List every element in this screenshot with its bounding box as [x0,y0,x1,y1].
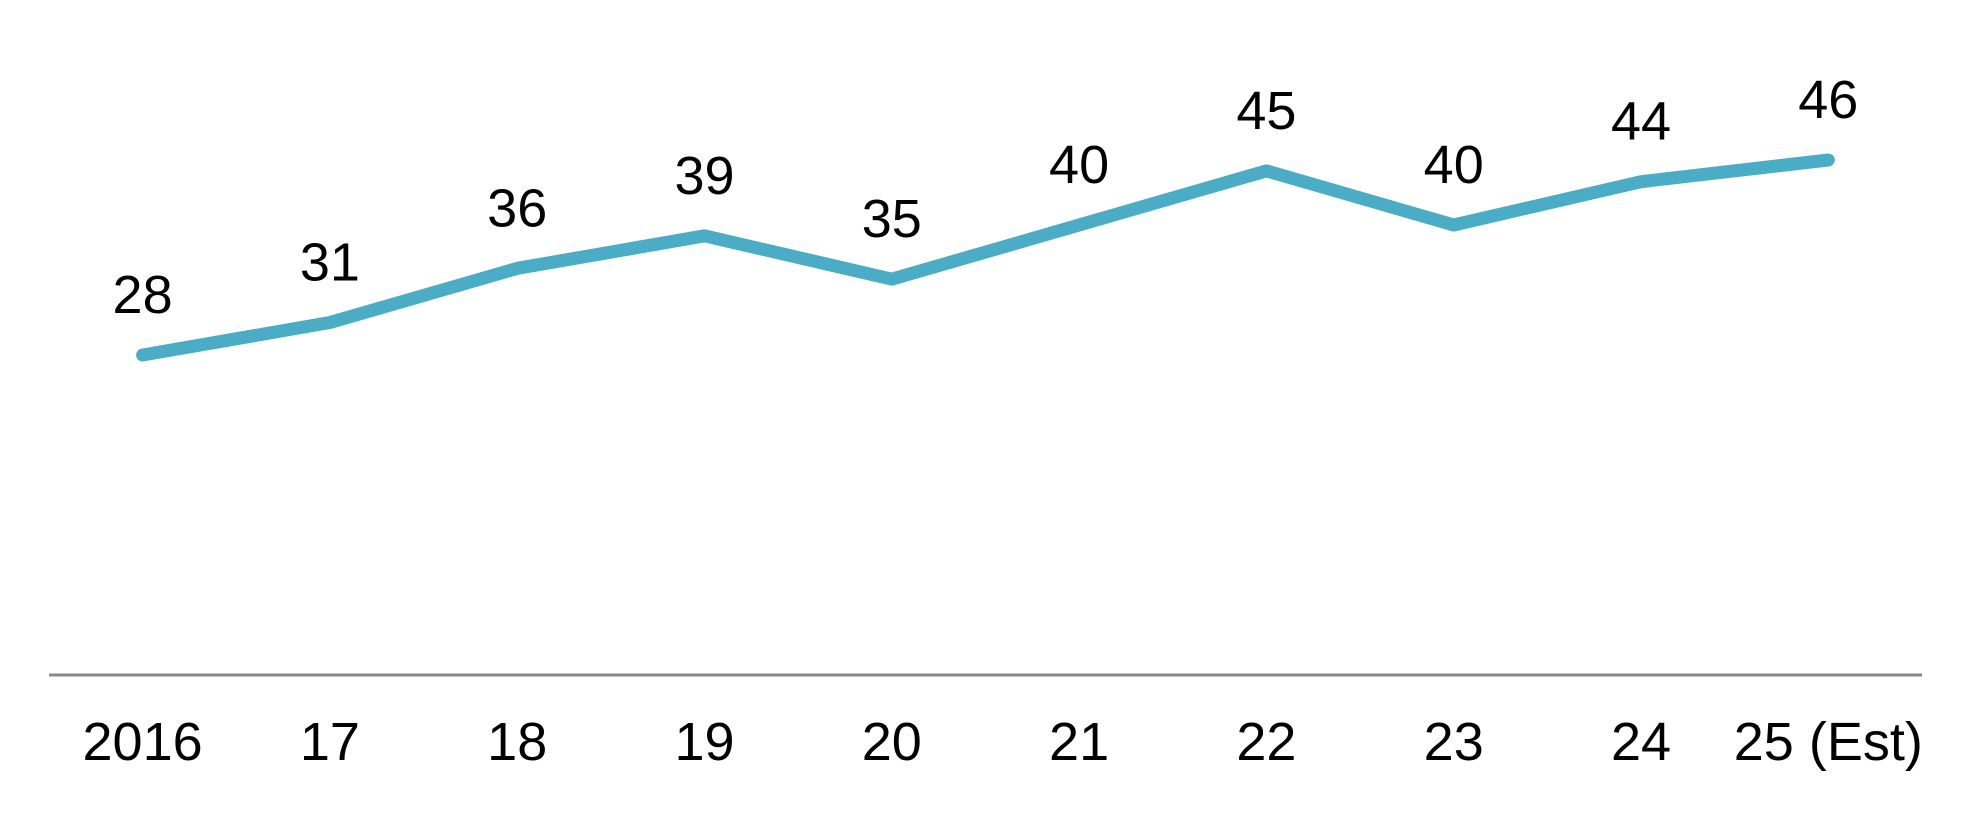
x-axis-label: 25 (Est) [1734,712,1923,772]
x-axis-label: 21 [1049,712,1109,772]
x-axis-label: 20 [862,712,922,772]
data-label: 40 [1424,135,1484,195]
data-label: 44 [1611,92,1671,152]
x-axis-label: 18 [487,712,547,772]
x-axis-label: 19 [674,712,734,772]
data-label: 31 [300,233,360,293]
data-label: 36 [487,178,547,238]
data-label: 45 [1236,81,1296,141]
data-label: 46 [1798,70,1858,130]
data-series-line [136,153,1835,362]
data-label: 40 [1049,135,1109,195]
x-axis-label: 17 [300,712,360,772]
x-axis-label: 22 [1236,712,1296,772]
data-label: 39 [674,146,734,206]
data-label: 28 [113,265,173,325]
x-axis-label: 24 [1611,712,1671,772]
data-label: 35 [862,189,922,249]
x-axis-label: 2016 [83,712,203,772]
x-axis-label: 23 [1424,712,1484,772]
